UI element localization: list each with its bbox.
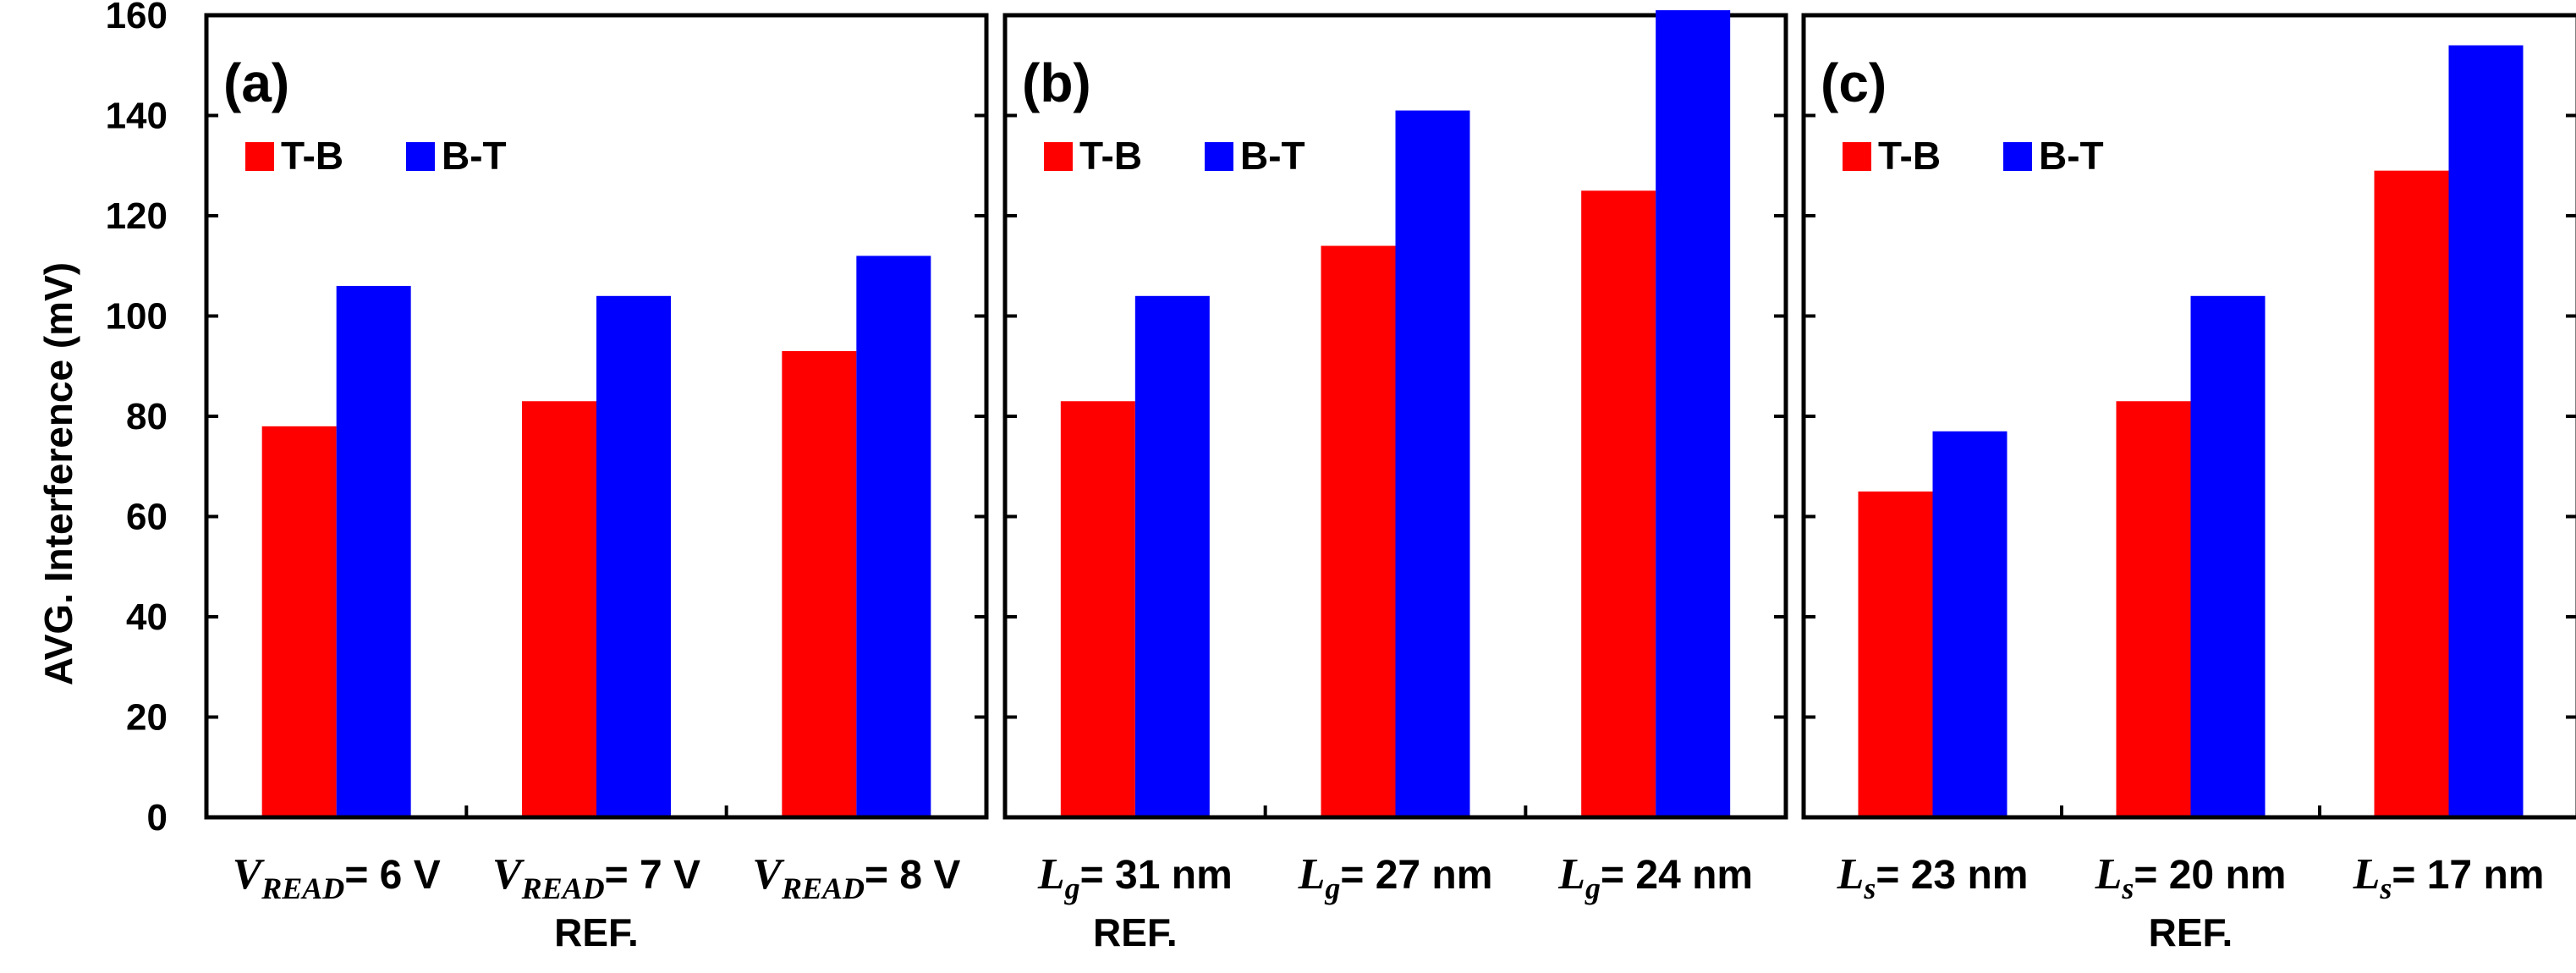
category-value: = 23 nm <box>1876 853 2028 898</box>
legend-swatch-b-t <box>1205 142 1233 171</box>
legend-label-b-t: B-T <box>442 134 507 178</box>
y-tick-label: 160 <box>106 0 168 36</box>
bar-t-b-1 <box>1060 401 1135 817</box>
bar-t-b-1 <box>261 426 337 817</box>
category-label: Ls= 17 nm <box>2353 850 2545 905</box>
legend-label-t-b: T-B <box>1079 134 1142 178</box>
ref-label: REF. <box>554 910 639 954</box>
bar-t-b-2 <box>522 401 596 817</box>
panel-label: (a) <box>223 52 289 113</box>
bar-b-t-1 <box>336 285 411 817</box>
category-subscript: s <box>2379 871 2392 905</box>
category-value: = 24 nm <box>1601 853 1753 898</box>
bar-b-t-1 <box>1134 295 1210 817</box>
category-value: = 17 nm <box>2392 853 2544 898</box>
legend-swatch-t-b <box>1843 142 1871 171</box>
y-tick-label: 60 <box>126 497 168 538</box>
category-subscript: READ <box>521 871 605 905</box>
bar-t-b-3 <box>2374 170 2449 818</box>
legend-label-b-t: B-T <box>1240 134 1305 178</box>
bar-t-b-3 <box>782 350 857 818</box>
y-tick-label: 100 <box>106 296 168 338</box>
category-subscript: READ <box>781 871 865 905</box>
category-label: VREAD= 8 V <box>752 850 960 905</box>
category-symbol: V <box>752 850 785 899</box>
panel-label: (c) <box>1821 52 1887 113</box>
bar-t-b-1 <box>1858 491 1933 817</box>
category-symbol: L <box>1298 850 1326 899</box>
legend-swatch-b-t <box>406 142 435 171</box>
panel-label: (b) <box>1022 52 1091 113</box>
category-symbol: V <box>492 850 525 899</box>
category-value: = 27 nm <box>1340 853 1492 898</box>
bar-b-t-3 <box>1656 10 1731 817</box>
bar-b-t-2 <box>1395 110 1470 817</box>
bar-t-b-2 <box>1321 245 1396 817</box>
category-symbol: L <box>2353 850 2381 899</box>
category-label: Ls= 20 nm <box>2095 850 2287 905</box>
legend-swatch-t-b <box>1044 142 1073 171</box>
category-subscript: s <box>2121 871 2134 905</box>
category-symbol: L <box>1837 850 1865 899</box>
category-label: Ls= 23 nm <box>1837 850 2029 905</box>
category-label: VREAD= 6 V <box>233 850 441 905</box>
legend-swatch-t-b <box>245 142 274 171</box>
category-label: VREAD= 7 V <box>492 850 700 905</box>
category-value: = 20 nm <box>2134 853 2286 898</box>
category-value: = 8 V <box>865 853 960 898</box>
bar-b-t-3 <box>2448 45 2524 818</box>
y-tick-label: 40 <box>126 596 168 638</box>
category-value: = 6 V <box>344 853 440 898</box>
y-tick-label: 0 <box>147 797 168 838</box>
bar-b-t-1 <box>1932 431 2008 817</box>
category-label: Lg= 27 nm <box>1298 850 1493 905</box>
category-label: Lg= 24 nm <box>1557 850 1753 905</box>
bar-t-b-3 <box>1581 190 1656 817</box>
category-symbol: L <box>2095 850 2123 899</box>
bar-b-t-2 <box>596 295 671 817</box>
y-tick-label: 80 <box>126 396 168 437</box>
bar-t-b-2 <box>2116 401 2191 817</box>
ref-label: REF. <box>2149 910 2233 954</box>
category-subscript: g <box>1324 871 1340 905</box>
legend-label-t-b: T-B <box>281 134 343 178</box>
category-subscript: g <box>1064 871 1080 905</box>
category-label: Lg= 31 nm <box>1037 850 1233 905</box>
y-tick-label: 120 <box>106 195 168 237</box>
legend-label-b-t: B-T <box>2039 134 2104 178</box>
y-tick-label: 20 <box>126 697 168 739</box>
category-symbol: L <box>1557 850 1585 899</box>
bar-b-t-2 <box>2190 295 2266 817</box>
category-value: = 31 nm <box>1080 853 1233 898</box>
bar-b-t-3 <box>856 256 931 817</box>
category-symbol: L <box>1037 850 1065 899</box>
category-value: = 7 V <box>605 853 700 898</box>
y-tick-label: 140 <box>106 96 168 137</box>
category-symbol: V <box>233 850 266 899</box>
category-subscript: READ <box>261 871 344 905</box>
category-subscript: g <box>1585 871 1601 905</box>
y-axis-label: AVG. Interference (mV) <box>36 262 80 685</box>
category-subscript: s <box>1863 871 1876 905</box>
ref-label: REF. <box>1093 910 1178 954</box>
legend-swatch-b-t <box>2003 142 2032 171</box>
legend-label-t-b: T-B <box>1878 134 1941 178</box>
